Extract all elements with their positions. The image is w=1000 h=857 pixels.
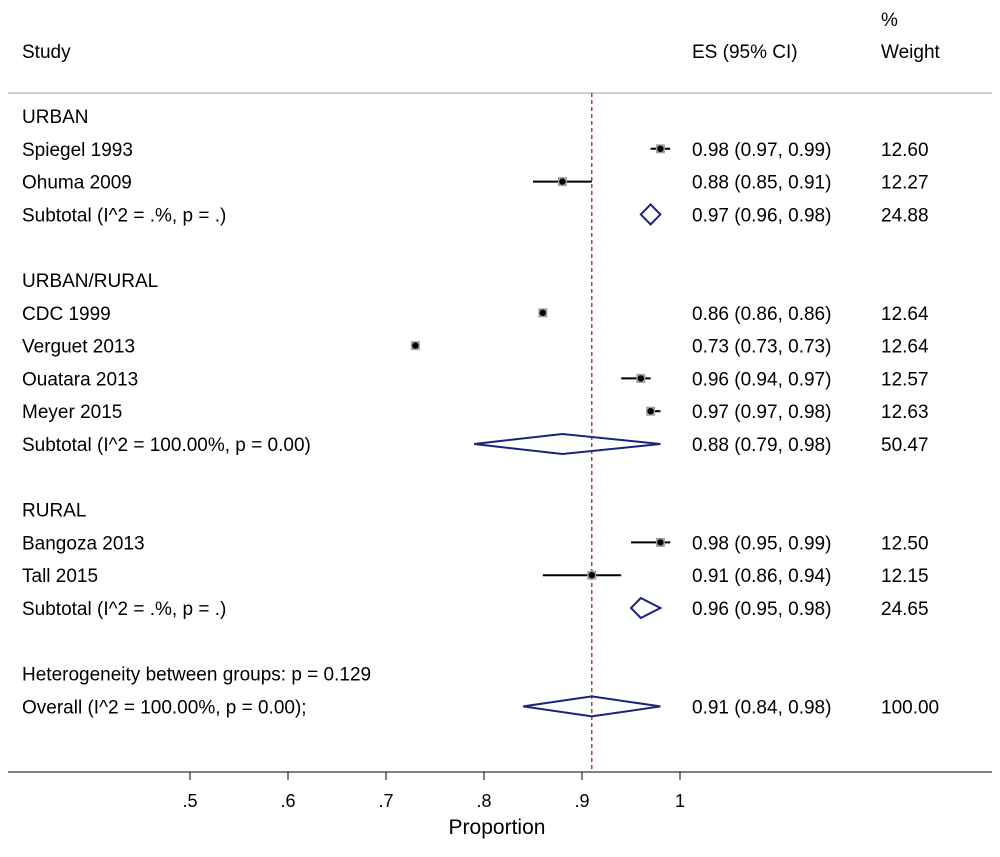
row-label: Tall 2015	[22, 566, 98, 587]
weight-text: 12.63	[881, 402, 929, 423]
header-study: Study	[22, 42, 71, 63]
forest-row-group: URBAN/RURAL	[22, 271, 158, 292]
weight-text: 12.60	[881, 140, 929, 161]
weight-text: 12.15	[881, 566, 929, 587]
effect-size-text: 0.98 (0.97, 0.99)	[692, 140, 831, 161]
effect-size-text: 0.97 (0.96, 0.98)	[692, 205, 831, 226]
forest-row-overall: Overall (I^2 = 100.00%, p = 0.00); 0.91 (…	[22, 695, 939, 718]
effect-size-text: 0.88 (0.85, 0.91)	[692, 173, 831, 194]
axis-layer: .5 .6 .7 .8 .9 1	[182, 772, 685, 811]
effect-size-text: 0.91 (0.86, 0.94)	[692, 566, 831, 587]
x-axis-label: Proportion	[449, 816, 546, 839]
forest-row-subtotal: Subtotal (I^2 = 100.00%, p = 0.00) 0.88 (…	[22, 432, 929, 456]
weight-text: 12.50	[881, 533, 929, 554]
x-tick-label: 1	[675, 791, 685, 811]
effect-size-text: 0.98 (0.95, 0.99)	[692, 533, 831, 554]
forest-row-group: RURAL	[22, 501, 86, 522]
weight-text: 12.64	[881, 337, 929, 358]
subtotal-diamond	[639, 202, 662, 226]
row-label: RURAL	[22, 501, 86, 522]
effect-size-text: 0.88 (0.79, 0.98)	[692, 435, 831, 456]
row-label: Subtotal (I^2 = 100.00%, p = 0.00)	[22, 435, 311, 456]
effect-size-text: 0.97 (0.97, 0.98)	[692, 402, 831, 423]
weight-text: 12.27	[881, 173, 929, 194]
overall-diamond	[523, 695, 661, 718]
row-label: Verguet 2013	[22, 337, 135, 358]
row-label: Spiegel 1993	[22, 140, 133, 161]
forest-row-study: Tall 2015 0.91 (0.86, 0.94) 12.15	[22, 566, 929, 587]
effect-size-text: 0.91 (0.84, 0.98)	[692, 697, 831, 718]
forest-row-study: Ohuma 2009 0.88 (0.85, 0.91) 12.27	[22, 173, 929, 194]
point-estimate	[637, 375, 644, 382]
weight-text: 12.64	[881, 304, 929, 325]
header-percent: %	[881, 10, 898, 31]
weight-text: 100.00	[881, 697, 939, 718]
row-label: URBAN/RURAL	[22, 271, 158, 292]
x-tick-label: .9	[574, 791, 589, 811]
row-label: Bangoza 2013	[22, 533, 145, 554]
forest-row-study: Ouatara 2013 0.96 (0.94, 0.97) 12.57	[22, 369, 929, 390]
row-label: Overall (I^2 = 100.00%, p = 0.00);	[22, 697, 307, 718]
forest-row-study: Verguet 2013 0.73 (0.73, 0.73) 12.64	[22, 337, 929, 358]
forest-row-note: Heterogeneity between groups: p = 0.129	[22, 665, 371, 686]
forest-row-study: Spiegel 1993 0.98 (0.97, 0.99) 12.60	[22, 140, 929, 161]
weight-text: 24.88	[881, 205, 929, 226]
forest-row-study: Meyer 2015 0.97 (0.97, 0.98) 12.63	[22, 402, 929, 423]
header-weight: Weight	[881, 42, 941, 63]
weight-text: 50.47	[881, 435, 929, 456]
row-label: Meyer 2015	[22, 402, 122, 423]
forest-row-subtotal: Subtotal (I^2 = .%, p = .) 0.96 (0.95, 0.…	[22, 596, 929, 620]
x-tick-label: .5	[182, 791, 197, 811]
effect-size-text: 0.96 (0.95, 0.98)	[692, 599, 831, 620]
row-label: Heterogeneity between groups: p = 0.129	[22, 665, 371, 686]
subtotal-diamond	[629, 596, 663, 620]
point-estimate	[657, 145, 664, 152]
header-es: ES (95% CI)	[692, 42, 798, 63]
x-tick-label: .7	[378, 791, 393, 811]
weight-text: 24.65	[881, 599, 929, 620]
point-estimate	[657, 539, 664, 546]
row-label: Subtotal (I^2 = .%, p = .)	[22, 205, 226, 226]
point-estimate	[539, 309, 546, 316]
x-tick-label: .6	[280, 791, 295, 811]
point-estimate	[588, 572, 595, 579]
effect-size-text: 0.86 (0.86, 0.86)	[692, 304, 831, 325]
forest-row-study: Bangoza 2013 0.98 (0.95, 0.99) 12.50	[22, 533, 929, 554]
row-label: CDC 1999	[22, 304, 111, 325]
forest-row-subtotal: Subtotal (I^2 = .%, p = .) 0.97 (0.96, 0.…	[22, 202, 929, 226]
x-tick-label: .8	[476, 791, 491, 811]
row-label: Ouatara 2013	[22, 369, 138, 390]
forest-row-group: URBAN	[22, 107, 89, 128]
rows-layer: URBAN Spiegel 1993 0.98 (0.97, 0.99) 12.60 O…	[22, 107, 939, 718]
row-label: Ohuma 2009	[22, 173, 132, 194]
forest-row-study: CDC 1999 0.86 (0.86, 0.86) 12.64	[22, 304, 929, 325]
weight-text: 12.57	[881, 369, 929, 390]
effect-size-text: 0.73 (0.73, 0.73)	[692, 337, 831, 358]
subtotal-diamond	[474, 432, 661, 456]
effect-size-text: 0.96 (0.94, 0.97)	[692, 369, 831, 390]
row-label: Subtotal (I^2 = .%, p = .)	[22, 599, 226, 620]
point-estimate	[412, 342, 419, 349]
row-label: URBAN	[22, 107, 89, 128]
point-estimate	[647, 408, 654, 415]
point-estimate	[559, 178, 566, 185]
